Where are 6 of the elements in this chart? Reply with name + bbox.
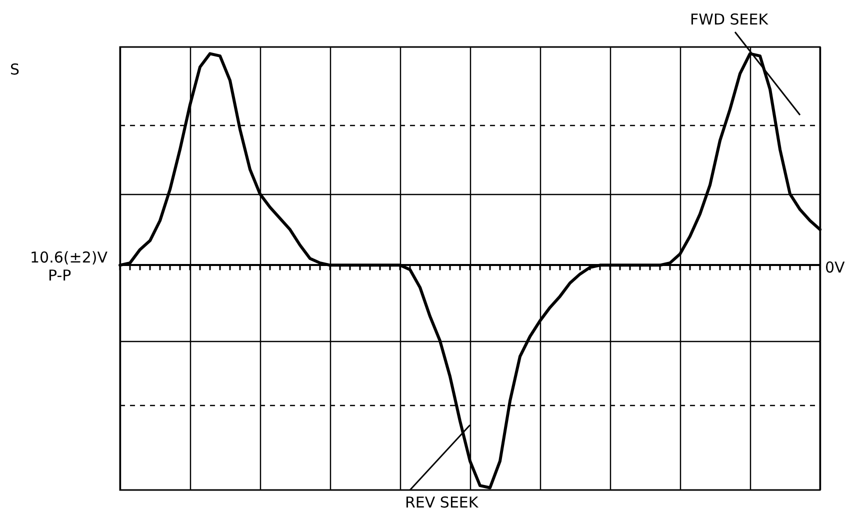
text: 0V [825, 258, 846, 276]
text: REV SEEK [405, 494, 480, 512]
text: S [10, 60, 20, 78]
text: 10.6(±2)V [30, 248, 108, 266]
text: P-P [48, 266, 72, 284]
text: FWD SEEK [690, 10, 770, 28]
